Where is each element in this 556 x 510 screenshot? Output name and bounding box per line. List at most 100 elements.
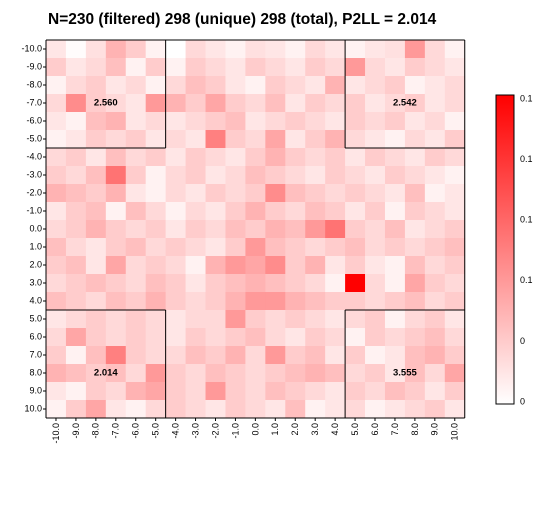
heatmap-cell: [145, 112, 167, 131]
x-tick-label: 1.0: [270, 423, 280, 436]
heatmap-cell: [185, 148, 206, 167]
heatmap-cell: [325, 400, 346, 419]
heatmap-cell: [444, 166, 466, 185]
heatmap-cell: [205, 256, 226, 275]
x-tick-label: 2.0: [290, 423, 300, 436]
heatmap-cell: [424, 382, 446, 401]
heatmap-cell: [444, 148, 466, 167]
heatmap-cell: [245, 364, 266, 383]
heatmap-cell: [404, 130, 426, 149]
x-tick-label: -9.0: [71, 423, 81, 439]
heatmap-cell: [265, 202, 286, 221]
heatmap-cell: [265, 112, 286, 131]
heatmap-cell: [225, 400, 246, 419]
heatmap-cell: [145, 346, 167, 365]
heatmap-cell: [365, 310, 386, 329]
heatmap-cell: [305, 166, 326, 185]
y-tick-label: -8.0: [26, 79, 42, 89]
heatmap-cell: [205, 400, 226, 419]
heatmap-cell: [285, 220, 306, 239]
heatmap-cell: [105, 112, 127, 131]
heatmap-cell: [85, 274, 107, 293]
heatmap-cell: [285, 76, 306, 95]
heatmap-cell: [345, 220, 366, 239]
heatmap-cell: [145, 400, 167, 419]
x-tick-label: -10.0: [51, 423, 61, 444]
heatmap-cell: [225, 40, 246, 59]
heatmap-cell: [325, 58, 346, 77]
heatmap-cell: [245, 220, 266, 239]
heatmap-cell: [305, 310, 326, 329]
heatmap-cell: [205, 328, 226, 347]
quadrant-value-label: 2.542: [393, 98, 417, 109]
heatmap-cell: [85, 202, 107, 221]
heatmap-cell: [225, 346, 246, 365]
y-tick-label: -10.0: [21, 43, 42, 53]
heatmap-cell: [165, 400, 186, 419]
heatmap-cell: [185, 364, 206, 383]
heatmap-cell: [404, 166, 426, 185]
heatmap-cell: [305, 292, 326, 311]
colorbar-tick-label: 0.1: [520, 93, 533, 103]
heatmap-cell: [345, 400, 366, 419]
heatmap-cell: [305, 130, 326, 149]
y-tick-label: 7.0: [29, 349, 42, 359]
heatmap-cell: [365, 346, 386, 365]
heatmap-cell: [265, 400, 286, 419]
heatmap-cell: [105, 292, 127, 311]
heatmap-cell: [444, 40, 466, 59]
heatmap-cell: [105, 184, 127, 203]
heatmap-cell: [185, 400, 206, 419]
heatmap-cell: [205, 130, 226, 149]
heatmap-cell: [384, 40, 406, 59]
heatmap-cell: [365, 166, 386, 185]
heatmap-cell: [285, 112, 306, 131]
quadrant-value-label: 2.560: [94, 98, 118, 109]
heatmap-cell: [305, 328, 326, 347]
heatmap-cell: [225, 364, 246, 383]
heatmap-cell: [325, 94, 346, 113]
y-tick-label: 1.0: [29, 241, 42, 251]
heatmap-cell: [325, 256, 346, 275]
heatmap-cell: [205, 220, 226, 239]
heatmap-cell: [185, 346, 206, 365]
heatmap-cell: [85, 112, 107, 131]
colorbar-tick-label: 0.1: [520, 215, 533, 225]
heatmap-cell: [345, 148, 366, 167]
heatmap-cell: [65, 58, 87, 77]
heatmap-cell: [365, 112, 386, 131]
heatmap-cell: [345, 310, 366, 329]
heatmap-cell: [265, 364, 286, 383]
heatmap-cell: [285, 166, 306, 185]
heatmap-cell: [145, 274, 167, 293]
colorbar-tick-label: 0.1: [520, 275, 533, 285]
x-tick-label: 0.0: [250, 423, 260, 436]
heatmap-cell: [404, 328, 426, 347]
heatmap-cell: [225, 274, 246, 293]
heatmap-cell: [105, 346, 127, 365]
heatmap-cell: [205, 364, 226, 383]
heatmap-cell: [305, 346, 326, 365]
heatmap-cell: [345, 94, 366, 113]
heatmap-cell: [65, 40, 87, 59]
heatmap-cell: [105, 364, 127, 383]
heatmap-cell: [365, 148, 386, 167]
heatmap-cell: [285, 292, 306, 311]
y-tick-label: 9.0: [29, 385, 42, 395]
heatmap-cell: [65, 184, 87, 203]
heatmap-cell: [245, 400, 266, 419]
heatmap-cell: [105, 94, 127, 113]
heatmap-cell: [46, 328, 67, 347]
heatmap-cell: [325, 382, 346, 401]
heatmap-cell: [404, 310, 426, 329]
heatmap-cell: [404, 382, 426, 401]
heatmap-cell: [65, 400, 87, 419]
heatmap-cell: [125, 130, 147, 149]
heatmap-cell: [265, 130, 286, 149]
heatmap-cell: [145, 184, 167, 203]
heatmap-cell: [245, 166, 266, 185]
heatmap-cell: [285, 310, 306, 329]
heatmap-cell: [384, 292, 406, 311]
heatmap-cell: [245, 310, 266, 329]
heatmap-cell: [245, 328, 266, 347]
